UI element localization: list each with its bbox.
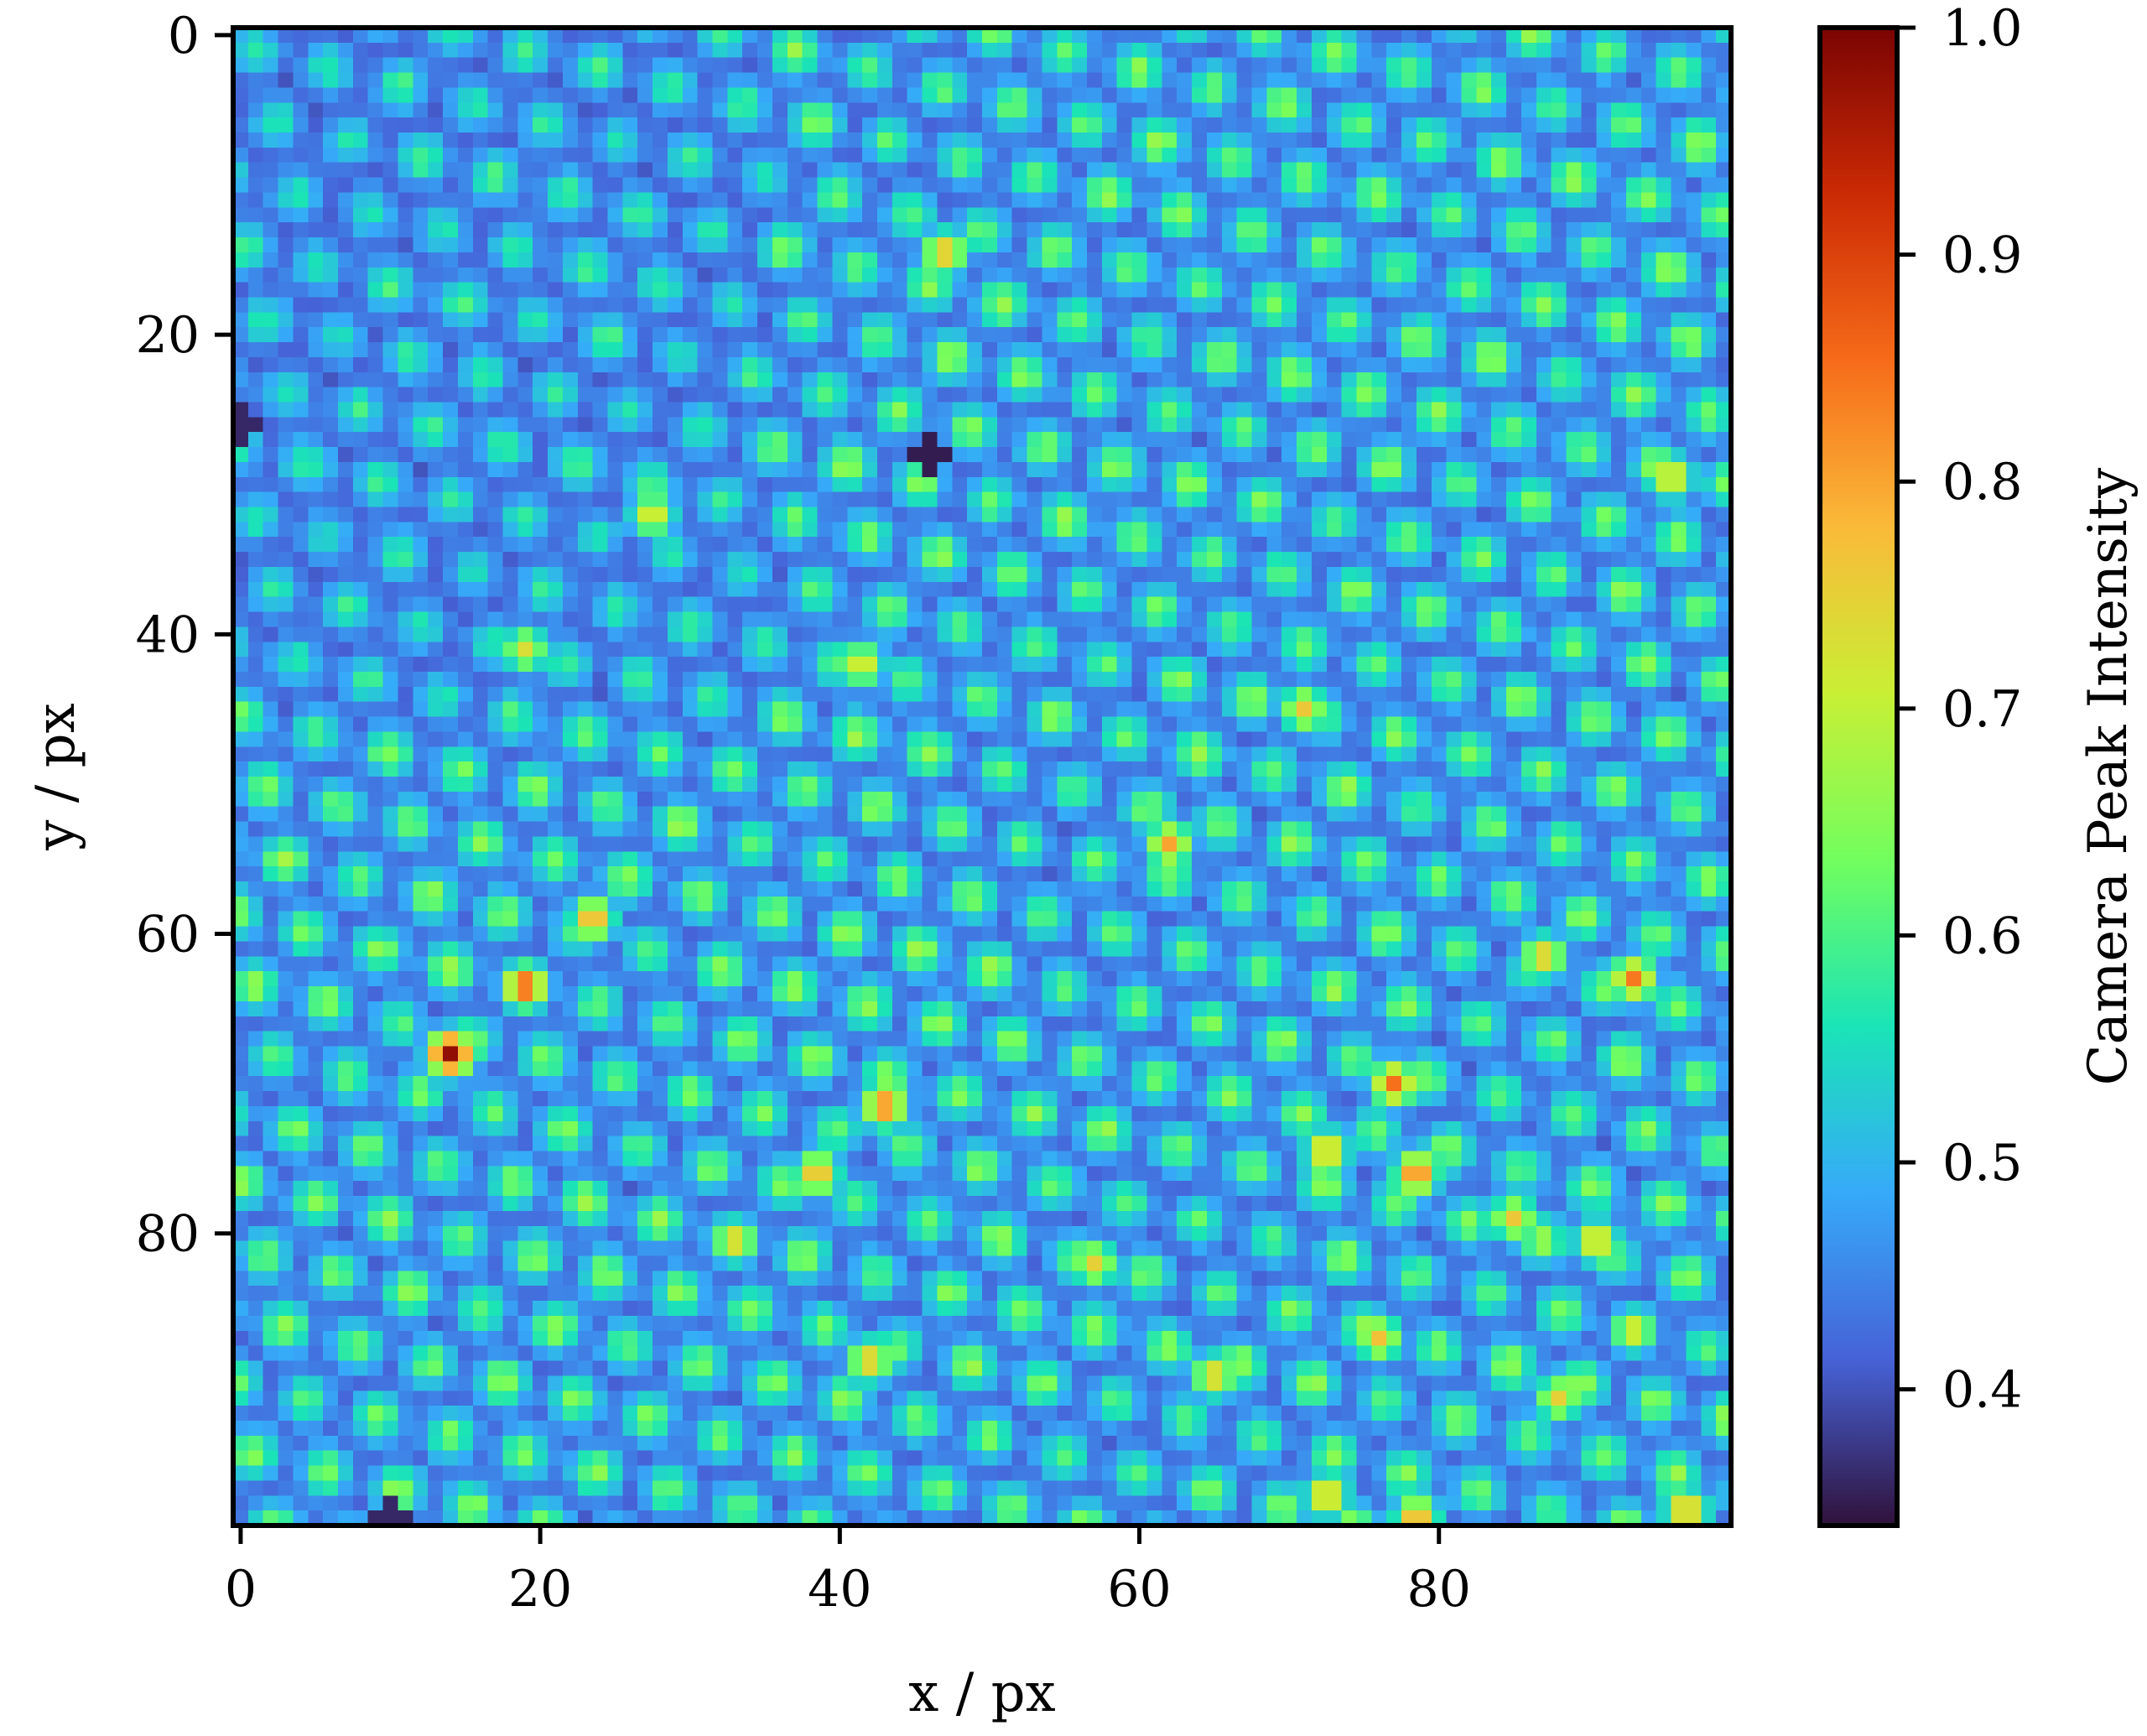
x-axis-label: x / px — [908, 1662, 1055, 1724]
colorbar-tick-label: 0.8 — [1942, 453, 2022, 512]
x-tick-label: 40 — [808, 1560, 871, 1619]
colorbar-tick-label: 0.6 — [1942, 907, 2022, 965]
x-tick-label: 60 — [1107, 1560, 1171, 1619]
colorbar-tick-label: 0.9 — [1942, 226, 2022, 285]
colorbar-tick-label: 0.5 — [1942, 1134, 2022, 1193]
x-tick-label: 0 — [225, 1560, 257, 1619]
y-tick-label: 20 — [136, 306, 200, 365]
x-tick-label: 20 — [508, 1560, 572, 1619]
x-tick-label: 80 — [1407, 1560, 1471, 1619]
y-axis-ticks: 0 20 40 60 80 — [136, 7, 233, 1264]
y-axis-label: y / px — [25, 703, 87, 850]
colorbar-tick-label: 1.0 — [1942, 0, 2022, 58]
heatmap-image-area — [233, 28, 1731, 1525]
colorbar — [1817, 25, 1900, 1528]
y-tick-label: 60 — [136, 906, 200, 964]
plot-frame — [231, 25, 1734, 1528]
y-tick-label: 40 — [136, 606, 200, 664]
y-tick-label: 0 — [168, 7, 200, 65]
colorbar-ticks: 0.4 0.5 0.6 0.7 0.8 0.9 1.0 — [1897, 0, 2022, 1420]
colorbar-tick-label: 0.4 — [1942, 1361, 2022, 1420]
x-axis-ticks: 0 20 40 60 80 — [225, 1525, 1471, 1619]
colorbar-label: Camera Peak Intensity — [2077, 468, 2139, 1086]
y-tick-label: 80 — [136, 1205, 200, 1264]
colorbar-tick-label: 0.7 — [1942, 680, 2022, 739]
